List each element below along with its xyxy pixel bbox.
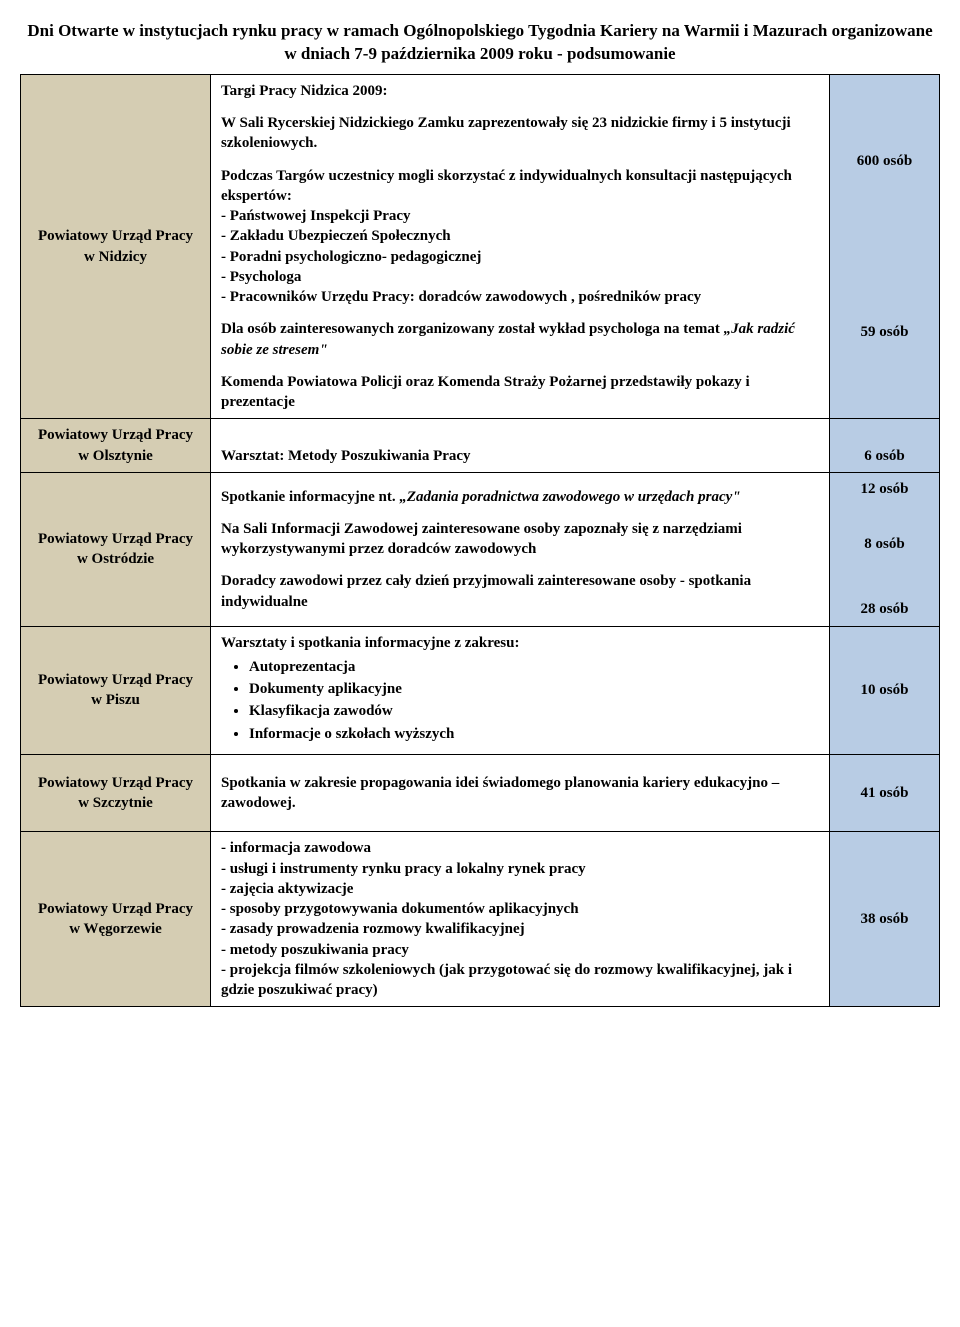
table-row: Powiatowy Urząd Pracy w Piszu Warsztaty …: [21, 626, 940, 754]
text: - projekcja filmów szkoleniowych (jak pr…: [221, 960, 819, 1001]
text: - Psychologa: [221, 269, 301, 285]
text: Podczas Targów uczestnicy mogli skorzyst…: [221, 168, 792, 204]
office-cell: Powiatowy Urząd Pracy w Piszu: [21, 626, 211, 754]
text: - Zakładu Ubezpieczeń Społecznych: [221, 228, 451, 244]
table-row: Powiatowy Urząd Pracy w Nidzicy Targi Pr…: [21, 74, 940, 419]
text: Doradcy zawodowi przez cały dzień przyjm…: [221, 571, 819, 612]
count-cell: 6 osób: [830, 419, 940, 473]
count-value: 600 osób: [840, 151, 929, 171]
table-row: Powiatowy Urząd Pracy w Szczytnie Spotka…: [21, 754, 940, 832]
count-cell: 38 osób: [830, 832, 940, 1007]
text: - informacja zawodowa: [221, 838, 819, 858]
text: - Pracowników Urzędu Pracy: doradców zaw…: [221, 289, 701, 305]
description-cell: Warsztaty i spotkania informacyjne z zak…: [211, 626, 830, 754]
text: W Sali Rycerskiej Nidzickiego Zamku zapr…: [221, 113, 819, 154]
table-row: Powiatowy Urząd Pracy w Węgorzewie - inf…: [21, 832, 940, 1007]
office-cell: Powiatowy Urząd Pracy w Ostródzie: [21, 472, 211, 626]
description-cell: Spotkanie informacyjne nt. „Zadania pora…: [211, 472, 830, 626]
description-cell: Targi Pracy Nidzica 2009: W Sali Rycersk…: [211, 74, 830, 419]
office-cell: Powiatowy Urząd Pracy w Węgorzewie: [21, 832, 211, 1007]
text: - zajęcia aktywizacje: [221, 879, 819, 899]
text: Warsztaty i spotkania informacyjne z zak…: [221, 633, 819, 653]
text: Komenda Powiatowa Policji oraz Komenda S…: [221, 372, 819, 413]
text: Podczas Targów uczestnicy mogli skorzyst…: [221, 166, 819, 308]
list-item: Informacje o szkołach wyższych: [249, 724, 819, 744]
description-cell: Spotkania w zakresie propagowania idei ś…: [211, 754, 830, 832]
page-title: Dni Otwarte w instytucjach rynku pracy w…: [20, 20, 940, 66]
text: Spotkanie informacyjne nt. „Zadania pora…: [221, 487, 819, 507]
text: Targi Pracy Nidzica 2009:: [221, 81, 819, 101]
count-cell: 12 osób 8 osób 28 osób: [830, 472, 940, 626]
office-cell: Powiatowy Urząd Pracy w Nidzicy: [21, 74, 211, 419]
text: - Państwowej Inspekcji Pracy: [221, 208, 411, 224]
count-value: 28 osób: [840, 599, 929, 619]
count-value: 59 osób: [840, 322, 929, 342]
table-row: Powiatowy Urząd Pracy w Olsztynie Warszt…: [21, 419, 940, 473]
text: - Poradni psychologiczno- pedagogicznej: [221, 249, 481, 265]
text: - zasady prowadzenia rozmowy kwalifikacy…: [221, 919, 819, 939]
text: Na Sali Informacji Zawodowej zainteresow…: [221, 519, 819, 560]
count-cell: 600 osób 59 osób: [830, 74, 940, 419]
list-item: Autoprezentacja: [249, 657, 819, 677]
text: „Zadania poradnictwa zawodowego w urzęda…: [399, 489, 740, 505]
count-cell: 41 osób: [830, 754, 940, 832]
description-cell: - informacja zawodowa - usługi i instrum…: [211, 832, 830, 1007]
description-cell: Warsztat: Metody Poszukiwania Pracy: [211, 419, 830, 473]
text: Dla osób zainteresowanych zorganizowany …: [221, 321, 724, 337]
text: - usługi i instrumenty rynku pracy a lok…: [221, 859, 819, 879]
list-item: Dokumenty aplikacyjne: [249, 679, 819, 699]
text: - metody poszukiwania pracy: [221, 940, 819, 960]
text: - sposoby przygotowywania dokumentów apl…: [221, 899, 819, 919]
count-value: 12 osób: [840, 479, 929, 499]
count-value: 8 osób: [840, 534, 929, 554]
bullet-list: Autoprezentacja Dokumenty aplikacyjne Kl…: [249, 657, 819, 744]
office-cell: Powiatowy Urząd Pracy w Szczytnie: [21, 754, 211, 832]
office-cell: Powiatowy Urząd Pracy w Olsztynie: [21, 419, 211, 473]
text: Dla osób zainteresowanych zorganizowany …: [221, 319, 819, 360]
table-row: Powiatowy Urząd Pracy w Ostródzie Spotka…: [21, 472, 940, 626]
count-cell: 10 osób: [830, 626, 940, 754]
summary-table: Powiatowy Urząd Pracy w Nidzicy Targi Pr…: [20, 74, 940, 1008]
list-item: Klasyfikacja zawodów: [249, 701, 819, 721]
text: Spotkanie informacyjne nt.: [221, 489, 399, 505]
